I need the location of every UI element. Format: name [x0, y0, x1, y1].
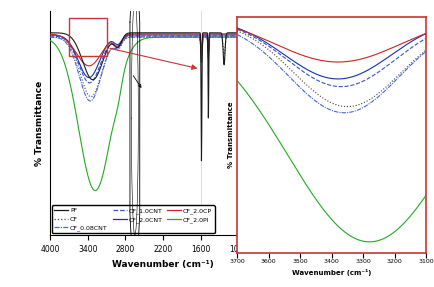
Y-axis label: % Transmittance: % Transmittance [228, 102, 234, 168]
Bar [69, 18, 106, 56]
X-axis label: Wavenumber (cm⁻¹): Wavenumber (cm⁻¹) [112, 260, 214, 269]
Y-axis label: % Transmittance: % Transmittance [36, 81, 44, 166]
Legend: PF, CF, CF_0.08CNT, CF_1.0CNT, CF_2.0CNT, CF_2.0CP, CF_2.0PI: PF, CF, CF_0.08CNT, CF_1.0CNT, CF_2.0CNT… [52, 205, 214, 233]
X-axis label: Wavenumber (cm⁻¹): Wavenumber (cm⁻¹) [291, 269, 371, 276]
